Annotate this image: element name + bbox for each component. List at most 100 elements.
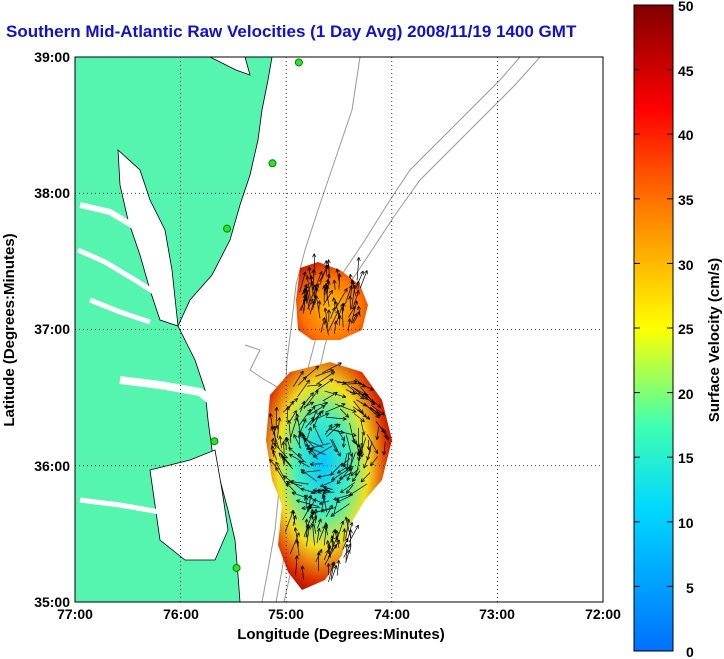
velocity-arrow <box>382 441 387 456</box>
velocity-arrow <box>337 520 345 538</box>
velocity-arrow <box>293 527 299 547</box>
y-tick-label: 37:00 <box>34 321 70 337</box>
velocity-arrow <box>307 266 313 291</box>
colorbar-tick: 5 <box>686 580 694 596</box>
colorbar-tick: 50 <box>678 0 694 14</box>
velocity-arrow <box>293 434 302 449</box>
radar-stations <box>210 58 303 572</box>
velocity-arrow <box>299 271 307 293</box>
velocity-arrow <box>315 378 334 392</box>
velocity-arrow <box>336 560 341 576</box>
velocity-arrow <box>322 391 338 402</box>
velocity-arrow <box>332 297 337 308</box>
velocity-arrow <box>274 406 279 426</box>
velocity-arrow <box>375 421 385 434</box>
velocity-arrow <box>281 441 286 464</box>
velocity-arrow <box>268 413 273 429</box>
velocity-arrow <box>334 380 347 385</box>
velocity-arrow <box>336 303 344 323</box>
albemarle-sound <box>119 376 213 404</box>
map-frame <box>74 56 604 603</box>
velocity-arrow <box>325 504 333 518</box>
velocity-arrow <box>309 462 323 467</box>
velocity-arrow <box>324 286 330 307</box>
velocity-arrow <box>384 429 390 441</box>
velocity-arrow <box>335 268 340 282</box>
velocity-arrow <box>306 382 322 387</box>
velocity-arrow <box>340 458 351 467</box>
velocity-arrow <box>272 425 277 449</box>
velocity-arrow <box>324 390 347 399</box>
velocity-arrow <box>345 383 365 400</box>
velocity-arrow <box>310 508 315 520</box>
velocity-arrow <box>330 538 335 552</box>
velocity-arrow <box>348 273 353 287</box>
x-tick-label: 77:00 <box>57 606 93 622</box>
velocity-arrow <box>305 523 310 538</box>
velocity-arrow <box>294 555 299 576</box>
velocity-arrow <box>331 469 349 481</box>
velocity-arrow <box>334 301 340 320</box>
grid-lines <box>75 57 603 602</box>
velocity-arrow <box>344 543 349 564</box>
velocity-arrow <box>307 298 314 310</box>
velocity-arrow <box>364 403 380 419</box>
velocity-arrow <box>330 307 336 319</box>
river-3 <box>89 297 151 325</box>
velocity-arrow <box>370 406 381 417</box>
velocity-arrow <box>323 307 329 328</box>
velocity-arrow <box>326 259 331 279</box>
velocity-arrow <box>350 468 360 476</box>
velocity-arrow <box>278 435 283 449</box>
velocity-arrow <box>300 565 305 580</box>
y-tick-label: 38:00 <box>34 185 70 201</box>
velocity-arrow <box>330 462 343 476</box>
velocity-arrow <box>322 485 333 490</box>
velocity-arrow <box>312 488 331 493</box>
velocity-arrow <box>348 295 353 310</box>
velocity-arrow <box>326 309 331 322</box>
velocity-arrow <box>360 419 366 436</box>
velocity-arrow <box>321 493 328 513</box>
velocity-arrow <box>359 437 367 456</box>
velocity-arrow <box>283 437 288 450</box>
colorbar: 50 45 40 35 30 25 20 15 10 5 0 Surface V… <box>633 0 723 659</box>
velocity-arrow <box>344 516 352 539</box>
velocity-arrow <box>337 429 345 442</box>
velocity-arrow <box>339 472 352 480</box>
velocity-arrow <box>324 424 333 436</box>
velocity-arrow <box>352 470 361 482</box>
velocity-arrow <box>275 461 286 480</box>
colorbar-tick: 20 <box>678 386 694 402</box>
velocity-arrow <box>283 397 298 413</box>
velocity-arrow <box>332 497 340 517</box>
velocity-arrow <box>347 318 352 332</box>
velocity-arrow <box>348 524 359 543</box>
x-tick-label: 75:00 <box>268 606 304 622</box>
velocity-arrow <box>330 565 338 581</box>
velocity-arrow <box>342 528 347 542</box>
radar-station-marker <box>210 437 219 446</box>
velocity-arrow <box>309 410 324 426</box>
velocity-arrow <box>312 424 323 444</box>
velocity-arrow <box>316 371 336 385</box>
velocity-arrow <box>298 418 307 438</box>
velocity-arrow <box>322 362 342 374</box>
pamlico-sound <box>149 449 229 561</box>
velocity-arrow <box>340 482 355 494</box>
velocity-arrow <box>290 417 298 438</box>
velocity-arrow <box>366 440 371 451</box>
velocity-arrow <box>352 406 371 420</box>
colorbar-tick: 25 <box>678 321 694 337</box>
velocity-arrow <box>323 524 329 546</box>
velocity-arrow <box>319 264 328 285</box>
velocity-arrow <box>323 549 329 561</box>
y-axis-label: Latitude (Degrees:Minutes) <box>1 233 18 426</box>
velocity-arrow <box>345 434 353 457</box>
velocity-arrow <box>290 479 309 485</box>
y-tick-label: 36:00 <box>34 458 70 474</box>
velocity-arrow <box>287 419 292 444</box>
velocity-arrow <box>334 539 340 549</box>
velocity-field-north <box>296 262 368 340</box>
velocity-arrow <box>303 438 324 449</box>
